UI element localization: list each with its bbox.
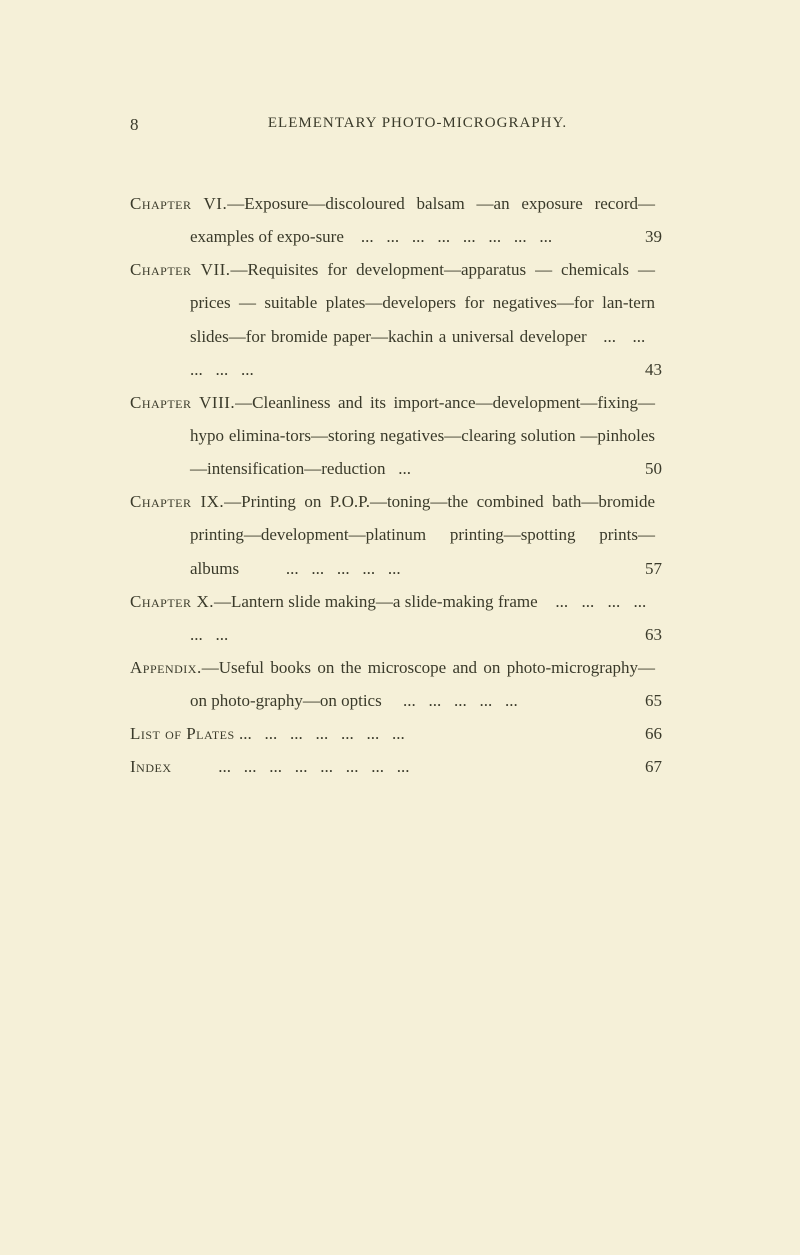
- entry-text: Chapter VII.—Requisites for development—…: [190, 253, 705, 386]
- entry-text: Appendix.—Useful books on the microscope…: [190, 651, 705, 717]
- entry-text: Chapter VIII.—Cleanliness and its import…: [190, 386, 705, 485]
- entry-description: —Lantern slide making—a slide-making fra…: [190, 592, 655, 644]
- chapter-label: Chapter IX.: [130, 492, 224, 511]
- page-header: ELEMENTARY PHOTO-MICROGRAPHY.: [130, 115, 705, 132]
- toc-entry: Chapter VIII.—Cleanliness and its import…: [130, 386, 705, 485]
- entry-description: —Exposure—discoloured balsam —an exposur…: [190, 194, 655, 246]
- entry-description: —Useful books on the microscope and on p…: [190, 658, 655, 710]
- entry-description: ... ... ... ... ... ... ...: [235, 724, 405, 743]
- entry-description: ... ... ... ... ... ... ... ...: [172, 757, 410, 776]
- entry-description: —Requisites for development—apparatus — …: [190, 260, 655, 378]
- entry-text: Index ... ... ... ... ... ... ... ...: [190, 750, 705, 783]
- chapter-label: Appendix.: [130, 658, 202, 677]
- toc-entry: Chapter X.—Lantern slide making—a slide-…: [130, 585, 705, 651]
- toc-entry: Chapter IX.—Printing on P.O.P.—toning—th…: [130, 485, 705, 584]
- toc-entry: Index ... ... ... ... ... ... ... ... 67: [130, 750, 705, 783]
- toc-entry: Appendix.—Useful books on the microscope…: [130, 651, 705, 717]
- entry-text: Chapter X.—Lantern slide making—a slide-…: [190, 585, 705, 651]
- chapter-label: Chapter VII.: [130, 260, 231, 279]
- entry-description: —Cleanliness and its import-ance—develop…: [190, 393, 655, 478]
- entry-text: Chapter VI.—Exposure—discoloured balsam …: [190, 187, 705, 253]
- toc-entry: Chapter VII.—Requisites for development—…: [130, 253, 705, 386]
- chapter-label: Chapter VIII.: [130, 393, 235, 412]
- chapter-label: List of Plates: [130, 724, 235, 743]
- table-of-contents: Chapter VI.—Exposure—discoloured balsam …: [130, 187, 705, 784]
- toc-entry: List of Plates ... ... ... ... ... ... .…: [130, 717, 705, 750]
- toc-entry: Chapter VI.—Exposure—discoloured balsam …: [130, 187, 705, 253]
- chapter-label: Chapter VI.: [130, 194, 227, 213]
- page-number: 8: [130, 115, 139, 135]
- chapter-label: Index: [130, 757, 172, 776]
- entry-text: Chapter IX.—Printing on P.O.P.—toning—th…: [190, 485, 705, 584]
- entry-text: List of Plates ... ... ... ... ... ... .…: [190, 717, 705, 750]
- entry-description: —Printing on P.O.P.—toning—the combined …: [190, 492, 655, 577]
- chapter-label: Chapter X.: [130, 592, 214, 611]
